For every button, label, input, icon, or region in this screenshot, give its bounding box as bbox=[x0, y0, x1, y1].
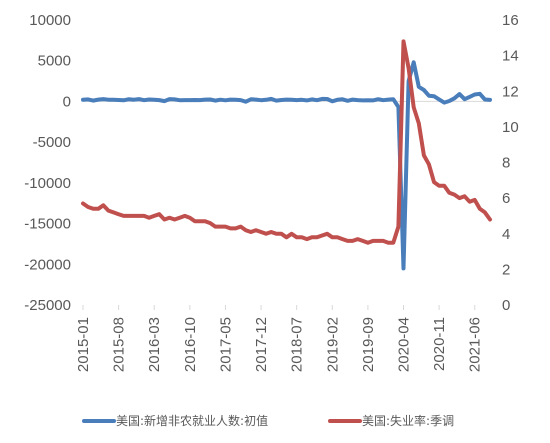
right-y-tick-label: 0 bbox=[502, 297, 510, 314]
right-y-tick-label: 6 bbox=[502, 190, 510, 207]
x-tick-label: 2017-05 bbox=[217, 317, 234, 372]
left-y-tick-label: -20000 bbox=[24, 256, 71, 273]
left-y-tick-label: 5000 bbox=[38, 53, 71, 70]
legend: 美国:新增非农就业人数:初值 美国:失业率:季调 bbox=[82, 413, 454, 428]
left-y-tick-label: 0 bbox=[63, 93, 71, 110]
x-tick-label: 2016-10 bbox=[182, 317, 199, 372]
left-y-axis: 10000 5000 0 -5000 -10000 -15000 -20000 -25000 bbox=[24, 12, 71, 314]
series-layer bbox=[81, 39, 492, 271]
x-tick-label: 2015-08 bbox=[111, 317, 128, 372]
right-y-tick-label: 10 bbox=[502, 119, 519, 136]
x-tick-label: 2021-06 bbox=[467, 317, 484, 372]
x-tick-label: 2016-03 bbox=[146, 317, 163, 372]
left-y-tick-label: -15000 bbox=[24, 216, 71, 233]
left-y-tick-label: -5000 bbox=[33, 134, 71, 151]
right-y-tick-label: 8 bbox=[502, 155, 510, 172]
right-y-tick-label: 16 bbox=[502, 12, 519, 29]
legend-label: 美国:新增非农就业人数:初值 bbox=[116, 413, 268, 428]
legend-label: 美国:失业率:季调 bbox=[362, 413, 454, 428]
left-y-tick-label: 10000 bbox=[29, 12, 71, 29]
right-y-axis: 16 14 12 10 8 6 4 2 0 bbox=[502, 12, 519, 314]
right-y-tick-label: 12 bbox=[502, 83, 519, 100]
x-tick-label: 2020-04 bbox=[396, 317, 413, 372]
left-y-tick-label: -25000 bbox=[24, 297, 71, 314]
left-y-tick-label: -10000 bbox=[24, 175, 71, 192]
right-y-tick-label: 2 bbox=[502, 261, 510, 278]
x-tick-label: 2015-01 bbox=[75, 317, 92, 372]
x-axis: 2015-01 2015-08 2016-03 2016-10 2017-05 2017-… bbox=[75, 305, 484, 372]
x-tick-label: 2018-07 bbox=[289, 317, 306, 372]
x-tick-label: 2020-11 bbox=[431, 317, 448, 371]
series-line bbox=[81, 60, 492, 271]
right-y-tick-label: 4 bbox=[502, 226, 510, 243]
series-line bbox=[81, 39, 492, 245]
x-tick-label: 2017-12 bbox=[253, 317, 270, 372]
x-tick-label: 2019-02 bbox=[324, 317, 341, 372]
right-y-tick-label: 14 bbox=[502, 48, 519, 65]
x-tick-label: 2019-09 bbox=[360, 317, 377, 372]
